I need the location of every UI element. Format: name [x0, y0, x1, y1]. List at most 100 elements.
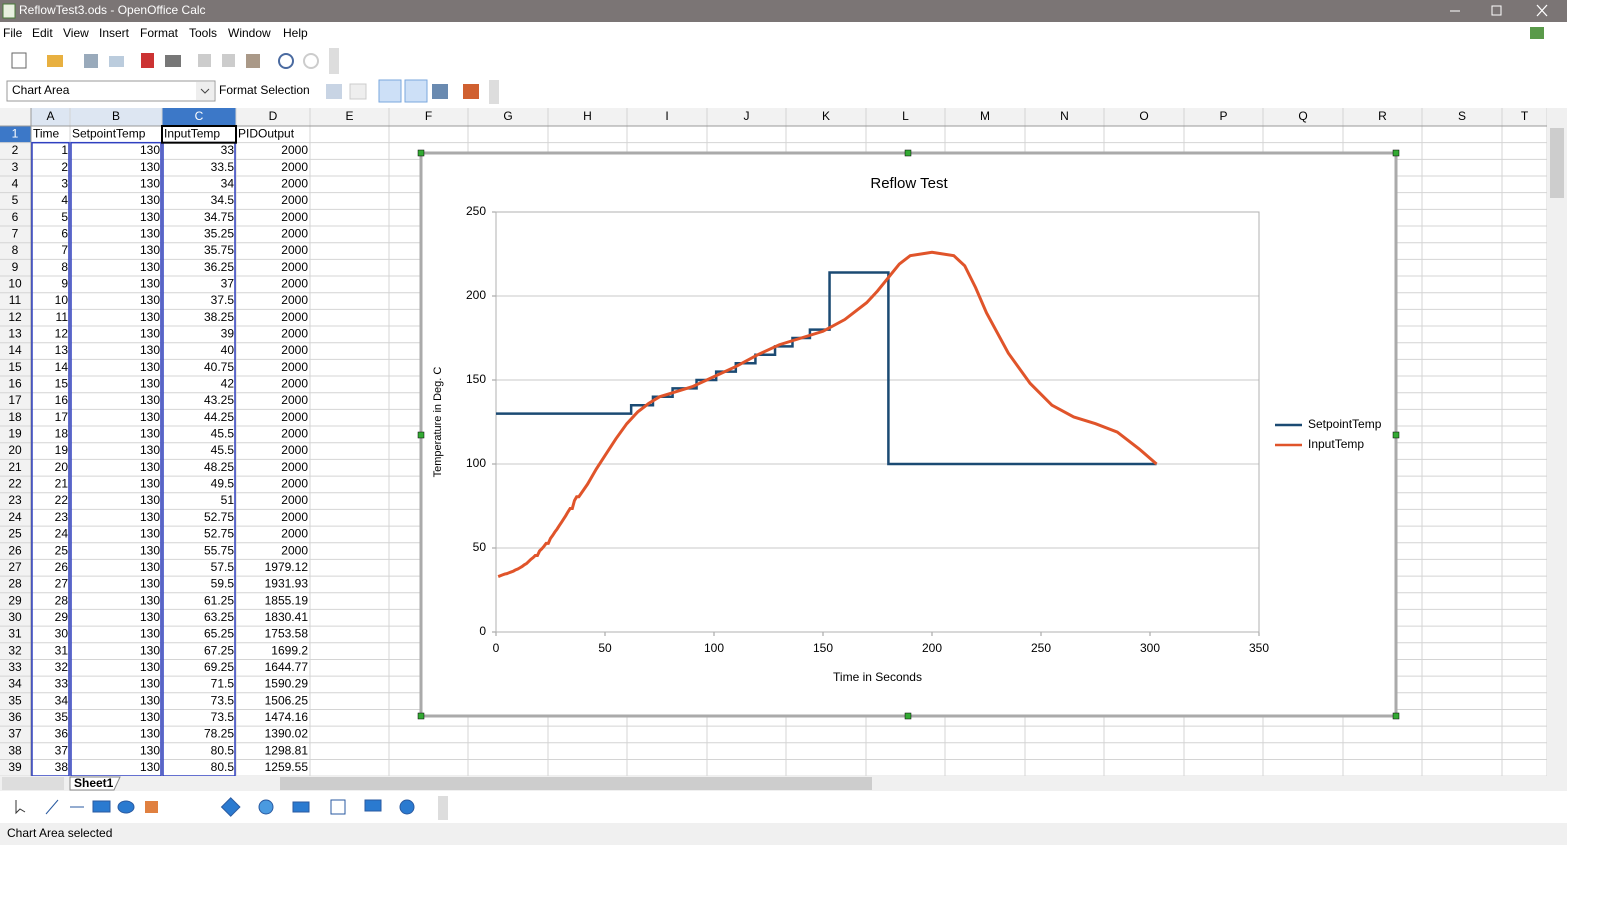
- cell[interactable]: 130: [140, 627, 160, 641]
- cell[interactable]: 2000: [281, 460, 308, 474]
- menu-item[interactable]: File: [3, 26, 23, 40]
- cell[interactable]: 34: [55, 693, 69, 707]
- row-header[interactable]: 21: [8, 460, 22, 474]
- cell[interactable]: 1855.19: [265, 593, 309, 607]
- chart[interactable]: Reflow Test Time in Seconds Temperature in…: [417, 149, 1400, 720]
- selection-handle[interactable]: [417, 431, 425, 439]
- cell[interactable]: 130: [140, 543, 160, 557]
- cell[interactable]: 38: [55, 760, 69, 774]
- cell[interactable]: 73.5: [211, 710, 235, 724]
- cell[interactable]: 42: [221, 377, 235, 391]
- cell[interactable]: 1390.02: [265, 727, 309, 741]
- cell[interactable]: 130: [140, 560, 160, 574]
- row-header[interactable]: 26: [8, 543, 22, 557]
- cell[interactable]: 130: [140, 377, 160, 391]
- cell[interactable]: 5: [61, 210, 68, 224]
- cell[interactable]: 36: [55, 727, 69, 741]
- row-header[interactable]: 32: [8, 643, 22, 657]
- cell[interactable]: 2000: [281, 243, 308, 257]
- row-header[interactable]: 35: [8, 693, 22, 707]
- cell[interactable]: 2: [61, 160, 68, 174]
- cell[interactable]: 2000: [281, 160, 308, 174]
- column-header[interactable]: C: [195, 109, 204, 123]
- cell[interactable]: 130: [140, 710, 160, 724]
- row-header[interactable]: 30: [8, 610, 22, 624]
- format-selection-button[interactable]: Format Selection: [219, 83, 310, 97]
- cell[interactable]: 65.25: [204, 627, 234, 641]
- cell[interactable]: 130: [140, 227, 160, 241]
- restore-button[interactable]: [1491, 5, 1502, 16]
- pdf-icon[interactable]: [141, 53, 154, 68]
- cell[interactable]: 35.75: [204, 243, 234, 257]
- line-tool[interactable]: [45, 799, 59, 815]
- column-header[interactable]: I: [665, 109, 668, 123]
- cell[interactable]: 2000: [281, 310, 308, 324]
- cell[interactable]: 2000: [281, 493, 308, 507]
- column-header[interactable]: P: [1219, 109, 1227, 123]
- cell[interactable]: 33: [55, 677, 69, 691]
- cell[interactable]: 37: [55, 743, 69, 757]
- cell[interactable]: 2000: [281, 510, 308, 524]
- cell[interactable]: 69.25: [204, 660, 234, 674]
- row-header[interactable]: 22: [8, 477, 22, 491]
- menu-item[interactable]: Help: [283, 26, 308, 40]
- legend-toggle[interactable]: [404, 79, 428, 103]
- row-header[interactable]: 33: [8, 660, 22, 674]
- row-header[interactable]: 7: [12, 227, 19, 241]
- save-icon[interactable]: [84, 54, 98, 68]
- row-header[interactable]: 18: [8, 410, 22, 424]
- cell[interactable]: 130: [140, 160, 160, 174]
- close-button[interactable]: [1536, 4, 1548, 17]
- cell[interactable]: 2000: [281, 327, 308, 341]
- sheet-tab[interactable]: [69, 776, 121, 791]
- callouts[interactable]: [364, 799, 382, 812]
- cell[interactable]: 130: [140, 643, 160, 657]
- cell[interactable]: 2000: [281, 143, 308, 157]
- column-header[interactable]: A: [46, 109, 54, 123]
- column-header[interactable]: F: [425, 109, 432, 123]
- cell[interactable]: 45.5: [211, 427, 235, 441]
- selection-handle[interactable]: [1392, 149, 1400, 157]
- vertical-scrollbar[interactable]: [1547, 108, 1567, 776]
- rectangle-tool[interactable]: [92, 800, 111, 813]
- cell[interactable]: 130: [140, 260, 160, 274]
- selection-handle[interactable]: [904, 712, 912, 720]
- new-icon[interactable]: [11, 52, 27, 69]
- name-box[interactable]: [6, 80, 216, 102]
- cell[interactable]: 2000: [281, 477, 308, 491]
- cell[interactable]: 1931.93: [265, 577, 309, 591]
- selection-handle[interactable]: [417, 149, 425, 157]
- freeform-tool[interactable]: [145, 801, 158, 813]
- cell[interactable]: 3: [61, 177, 68, 191]
- cell[interactable]: 34.75: [204, 210, 234, 224]
- cell[interactable]: 14: [55, 360, 69, 374]
- cell[interactable]: 2000: [281, 377, 308, 391]
- cell[interactable]: 1: [61, 143, 68, 157]
- cell[interactable]: 39: [221, 327, 235, 341]
- row-header[interactable]: 29: [8, 593, 22, 607]
- cell[interactable]: 38.25: [204, 310, 234, 324]
- cell[interactable]: 4: [61, 193, 68, 207]
- row-header[interactable]: 16: [8, 377, 22, 391]
- select-tool[interactable]: [15, 800, 26, 815]
- row-header[interactable]: 20: [8, 443, 22, 457]
- column-header[interactable]: R: [1378, 109, 1387, 123]
- row-header[interactable]: 17: [8, 393, 22, 407]
- selection-handle[interactable]: [1392, 712, 1400, 720]
- column-header[interactable]: B: [112, 109, 120, 123]
- cell[interactable]: 31: [55, 643, 69, 657]
- open-icon[interactable]: [47, 55, 63, 67]
- cell[interactable]: 78.25: [204, 727, 234, 741]
- chart-type-icon[interactable]: [326, 84, 342, 99]
- cell[interactable]: 130: [140, 760, 160, 774]
- horizontal-grid-toggle[interactable]: [378, 79, 402, 103]
- cell[interactable]: 130: [140, 593, 160, 607]
- row-header[interactable]: 39: [8, 760, 22, 774]
- row-header[interactable]: 9: [12, 260, 19, 274]
- cell[interactable]: 1506.25: [265, 693, 309, 707]
- cell[interactable]: 130: [140, 310, 160, 324]
- cell[interactable]: 7: [61, 243, 68, 257]
- cell[interactable]: 1699.2: [271, 643, 308, 657]
- cell[interactable]: 49.5: [211, 477, 235, 491]
- cell[interactable]: 30: [55, 627, 69, 641]
